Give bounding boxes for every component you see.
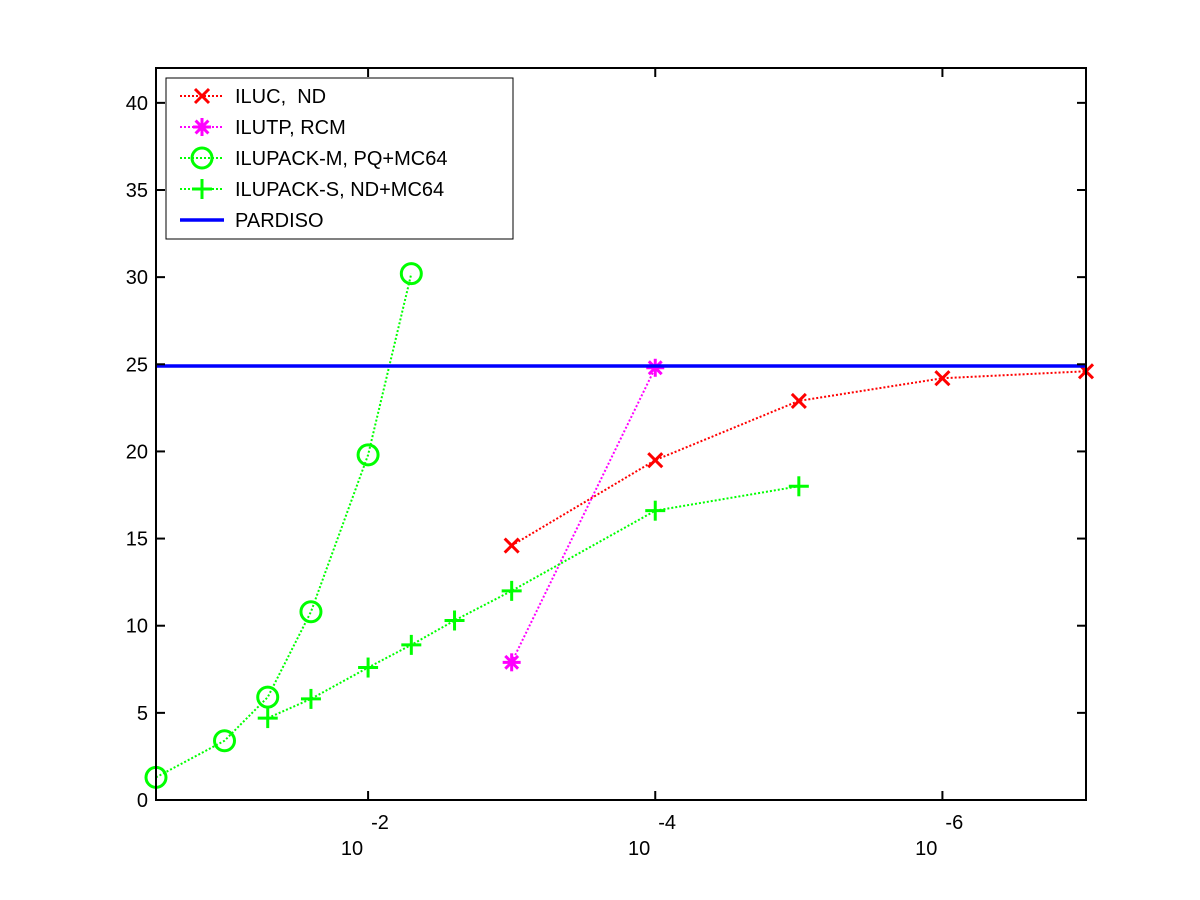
y-tick-label: 10 bbox=[126, 616, 148, 638]
data-point-ilutp-rcm-0 bbox=[502, 653, 521, 672]
legend-label: ILUPACK-M, PQ+MC64 bbox=[235, 148, 447, 170]
y-tick-label: 20 bbox=[126, 441, 148, 463]
data-point-iluc-nd-1 bbox=[647, 452, 664, 469]
data-point-iluc-nd-0 bbox=[503, 537, 520, 554]
y-tick-label: 5 bbox=[137, 703, 148, 725]
legend-item-ilutp-rcm: ILUTP, RCM bbox=[180, 117, 346, 139]
data-point-ilupack-m-pq-mc64-4 bbox=[356, 443, 380, 467]
legend-item-ilupack-s-nd-mc64: ILUPACK-S, ND+MC64 bbox=[180, 179, 444, 201]
x-tick-exponent: -4 bbox=[658, 812, 676, 834]
legend-label: ILUC, ND bbox=[235, 86, 326, 108]
data-point-ilupack-s-nd-mc64-3 bbox=[401, 634, 422, 655]
legend-marker bbox=[193, 118, 211, 136]
x-tick-base: 10 bbox=[628, 838, 650, 860]
data-point-iluc-nd-3 bbox=[934, 370, 951, 387]
x-tick-base: 10 bbox=[915, 838, 937, 860]
legend-item-pardiso: PARDISO bbox=[180, 210, 324, 232]
legend: ILUC, ND ILUTP, RCM ILUPACK-M, PQ+MC64 ILUP… bbox=[165, 77, 514, 240]
y-tick-label: 40 bbox=[126, 93, 148, 115]
data-point-ilupack-s-nd-mc64-6 bbox=[645, 500, 666, 521]
legend-item-ilupack-m-pq-mc64: ILUPACK-M, PQ+MC64 bbox=[180, 146, 447, 170]
data-point-ilupack-m-pq-mc64-2 bbox=[256, 685, 280, 709]
legend-marker bbox=[190, 146, 214, 170]
legend-marker bbox=[193, 87, 211, 105]
data-point-ilupack-s-nd-mc64-5 bbox=[501, 580, 522, 601]
legend-item-iluc-nd: ILUC, ND bbox=[180, 86, 326, 108]
axes-layer: 0 5 10 15 20 25 30 35 40 -2 10 -4 10 -6 10 bbox=[126, 67, 1087, 860]
data-point-ilupack-s-nd-mc64-4 bbox=[444, 610, 465, 631]
legend-label: ILUPACK-S, ND+MC64 bbox=[235, 179, 444, 201]
y-tick-label: 35 bbox=[126, 180, 148, 202]
legend-marker bbox=[192, 179, 212, 199]
y-tick-label: 30 bbox=[126, 267, 148, 289]
legend-box bbox=[165, 77, 514, 240]
y-tick-label: 15 bbox=[126, 529, 148, 551]
data-point-ilupack-s-nd-mc64-7 bbox=[788, 476, 809, 497]
legend-label: PARDISO bbox=[235, 210, 324, 232]
legend-label: ILUTP, RCM bbox=[235, 117, 346, 139]
series-line-ilutp-rcm bbox=[510, 367, 657, 663]
data-point-iluc-nd-2 bbox=[790, 392, 807, 409]
y-tick-label: 25 bbox=[126, 354, 148, 376]
plot-frame bbox=[155, 67, 1087, 801]
data-point-ilupack-m-pq-mc64-5 bbox=[399, 262, 423, 286]
x-tick-base: 10 bbox=[341, 838, 363, 860]
data-point-ilupack-m-pq-mc64-1 bbox=[213, 729, 237, 753]
y-tick-label: 0 bbox=[137, 790, 148, 812]
data-point-ilupack-s-nd-mc64-2 bbox=[358, 657, 379, 678]
data-point-ilupack-s-nd-mc64-0 bbox=[257, 708, 278, 729]
x-tick-exponent: -6 bbox=[945, 812, 963, 834]
series-line-ilupack-m-pq-mc64 bbox=[155, 273, 413, 779]
data-point-ilupack-m-pq-mc64-3 bbox=[299, 600, 323, 624]
data-point-ilupack-s-nd-mc64-1 bbox=[300, 688, 321, 709]
x-tick-exponent: -2 bbox=[371, 812, 389, 834]
series-line-ilupack-s-nd-mc64 bbox=[267, 485, 800, 719]
series-ilupack-s-nd-mc64 bbox=[257, 476, 809, 729]
